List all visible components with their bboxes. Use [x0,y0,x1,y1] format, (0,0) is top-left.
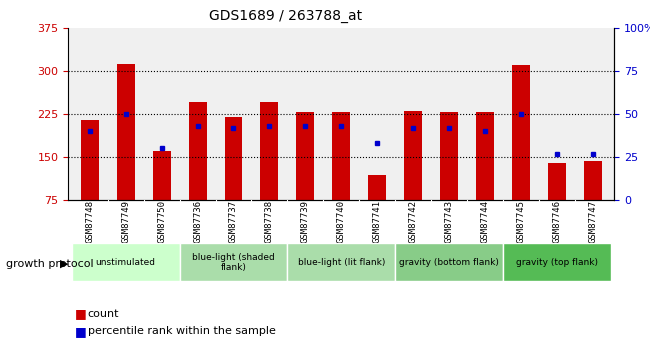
Bar [368,175,386,200]
Text: GSM87744: GSM87744 [480,200,489,243]
Text: GSM87740: GSM87740 [337,200,346,243]
Bar [584,161,602,200]
Bar [179,243,287,281]
Text: GSM87750: GSM87750 [157,200,166,243]
Text: gravity (bottom flank): gravity (bottom flank) [399,258,499,267]
Text: GSM87737: GSM87737 [229,200,238,243]
Bar [503,243,610,281]
Text: GSM87742: GSM87742 [409,200,417,243]
Bar [476,112,494,200]
Text: GSM87741: GSM87741 [372,200,382,243]
Bar [440,112,458,200]
Text: GSM87749: GSM87749 [121,200,130,243]
Text: GSM87736: GSM87736 [193,200,202,243]
Text: unstimulated: unstimulated [96,258,156,267]
Text: GSM87746: GSM87746 [552,200,562,243]
Text: ▶: ▶ [60,259,69,269]
Bar [72,243,179,281]
Text: ■: ■ [75,307,86,321]
Text: GSM87748: GSM87748 [85,200,94,243]
Text: gravity (top flank): gravity (top flank) [516,258,598,267]
Bar [153,151,170,200]
Bar [81,120,99,200]
Bar [117,64,135,200]
Text: GSM87745: GSM87745 [516,200,525,243]
Bar [287,243,395,281]
Text: GSM87747: GSM87747 [588,200,597,243]
Bar [332,112,350,200]
Text: growth protocol: growth protocol [6,259,94,269]
Text: GSM87743: GSM87743 [445,200,454,243]
Text: blue-light (lit flank): blue-light (lit flank) [298,258,385,267]
Text: GSM87739: GSM87739 [301,200,310,243]
Text: count: count [88,309,119,319]
Text: percentile rank within the sample: percentile rank within the sample [88,326,276,336]
Text: GSM87738: GSM87738 [265,200,274,243]
Text: blue-light (shaded
flank): blue-light (shaded flank) [192,253,275,272]
Text: ■: ■ [75,325,86,338]
Bar [395,243,503,281]
Bar [188,102,207,200]
Bar [224,117,242,200]
Text: GDS1689 / 263788_at: GDS1689 / 263788_at [209,9,363,23]
Bar [512,65,530,200]
Bar [404,111,422,200]
Bar [296,112,315,200]
Bar [261,102,278,200]
Bar [548,163,566,200]
